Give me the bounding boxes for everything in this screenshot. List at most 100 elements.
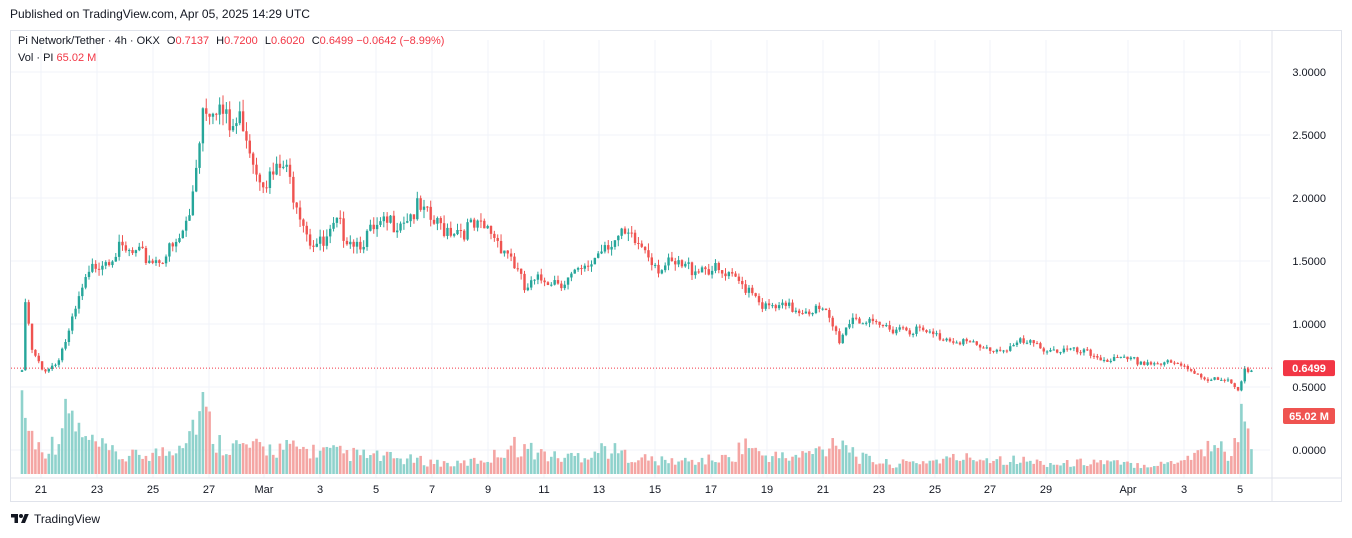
candle-body bbox=[188, 215, 191, 221]
volume-bar bbox=[265, 455, 268, 474]
candle-body bbox=[409, 214, 412, 222]
volume-bar bbox=[754, 447, 757, 474]
volume-bar bbox=[573, 455, 577, 474]
candle-body bbox=[215, 113, 218, 115]
volume-bar bbox=[888, 464, 891, 474]
symbol-name[interactable]: Pi Network/Tether · 4h · OKX bbox=[18, 35, 160, 47]
candle-body bbox=[1035, 343, 1039, 345]
candle-body bbox=[657, 264, 660, 274]
candle-body bbox=[526, 287, 530, 291]
y-axis: 3.0000 2.5000 2.0000 1.5000 1.0000 0.5000 0.00… bbox=[1271, 30, 1326, 502]
volume-bar bbox=[395, 458, 399, 474]
volume-bar bbox=[436, 459, 439, 474]
volume-bar bbox=[556, 458, 560, 474]
candle-body bbox=[422, 206, 426, 210]
volume-bar bbox=[707, 454, 711, 474]
candle-body bbox=[613, 240, 617, 247]
volume-bar bbox=[536, 452, 540, 474]
candle-body bbox=[406, 221, 409, 223]
volume-bar bbox=[74, 431, 77, 474]
volume-bar bbox=[1039, 461, 1042, 474]
candle-body bbox=[670, 257, 674, 262]
volume-bar bbox=[77, 422, 81, 474]
volume-bar bbox=[1196, 450, 1200, 474]
candle-body bbox=[741, 280, 744, 285]
volume-bar bbox=[64, 398, 67, 474]
candle-body bbox=[915, 326, 918, 334]
candle-body bbox=[694, 271, 697, 276]
candle-body bbox=[834, 326, 838, 332]
volume-bar bbox=[895, 467, 898, 474]
candle-body bbox=[282, 166, 285, 168]
candle-body bbox=[1200, 374, 1203, 378]
volume-bar bbox=[804, 452, 808, 474]
candle-body bbox=[553, 280, 556, 285]
x-tick-label: 21 bbox=[817, 484, 829, 496]
candle-body bbox=[881, 324, 885, 326]
footer-brand[interactable]: TradingView bbox=[10, 512, 100, 526]
candle-body bbox=[117, 241, 121, 257]
volume-bar bbox=[456, 460, 459, 474]
candle-body bbox=[1216, 377, 1220, 380]
candle-body bbox=[653, 264, 657, 266]
candle-body bbox=[777, 305, 781, 309]
candle-body bbox=[801, 313, 804, 315]
volume-bar bbox=[87, 439, 91, 474]
volume-bar bbox=[1032, 463, 1035, 474]
volume-bar bbox=[261, 446, 265, 474]
volume-bar bbox=[285, 439, 288, 474]
volume-bar bbox=[295, 446, 298, 474]
candle-body bbox=[1069, 348, 1072, 350]
volume-bar bbox=[1012, 455, 1015, 474]
candle-body bbox=[838, 331, 841, 344]
volume-bar bbox=[740, 454, 744, 474]
candle-body bbox=[1009, 346, 1012, 351]
volume-bar bbox=[1193, 452, 1196, 474]
volume-bar bbox=[697, 462, 700, 474]
volume-bar bbox=[499, 457, 503, 474]
volume-bar bbox=[801, 451, 804, 474]
volume-bar bbox=[935, 459, 938, 474]
volume-bar bbox=[44, 458, 47, 474]
volume-bar bbox=[342, 453, 345, 474]
volume-bar bbox=[854, 456, 858, 474]
volume-bar bbox=[868, 455, 871, 474]
candle-body bbox=[791, 302, 794, 312]
volume-bar bbox=[30, 430, 34, 474]
candle-body bbox=[375, 224, 379, 230]
candle-body bbox=[787, 302, 791, 306]
volume-bar bbox=[168, 451, 171, 474]
volume-bar bbox=[747, 448, 751, 474]
candle-body bbox=[493, 233, 496, 238]
volume-bar bbox=[171, 455, 175, 474]
candle-body bbox=[754, 293, 757, 297]
candle-body bbox=[446, 227, 449, 236]
volume-bar bbox=[359, 455, 362, 474]
candle-body bbox=[865, 322, 868, 324]
volume-bar bbox=[677, 461, 680, 474]
candle-body bbox=[975, 341, 978, 345]
volume-label[interactable]: Vol · PI bbox=[18, 52, 54, 64]
candle-body bbox=[231, 126, 235, 131]
low-value: 0.6020 bbox=[270, 35, 305, 47]
candle-body bbox=[784, 302, 787, 306]
volume-bar bbox=[124, 461, 128, 474]
volume-bar bbox=[1173, 463, 1176, 474]
volume-bar bbox=[724, 454, 727, 474]
candle-body bbox=[416, 198, 419, 220]
x-tick-label: 9 bbox=[485, 484, 491, 496]
candle-body bbox=[905, 327, 908, 331]
candle-body bbox=[1146, 362, 1149, 365]
candle-body bbox=[593, 257, 597, 265]
volume-bar bbox=[1163, 463, 1166, 474]
candle-body bbox=[37, 355, 40, 362]
volume-bar bbox=[278, 443, 282, 474]
candle-body bbox=[94, 263, 97, 269]
candle-body bbox=[600, 251, 603, 254]
candle-body bbox=[677, 260, 680, 265]
candle-body bbox=[586, 265, 590, 267]
volume-bar bbox=[637, 460, 640, 474]
candle-body bbox=[1072, 347, 1076, 349]
volume-bar bbox=[700, 457, 704, 474]
